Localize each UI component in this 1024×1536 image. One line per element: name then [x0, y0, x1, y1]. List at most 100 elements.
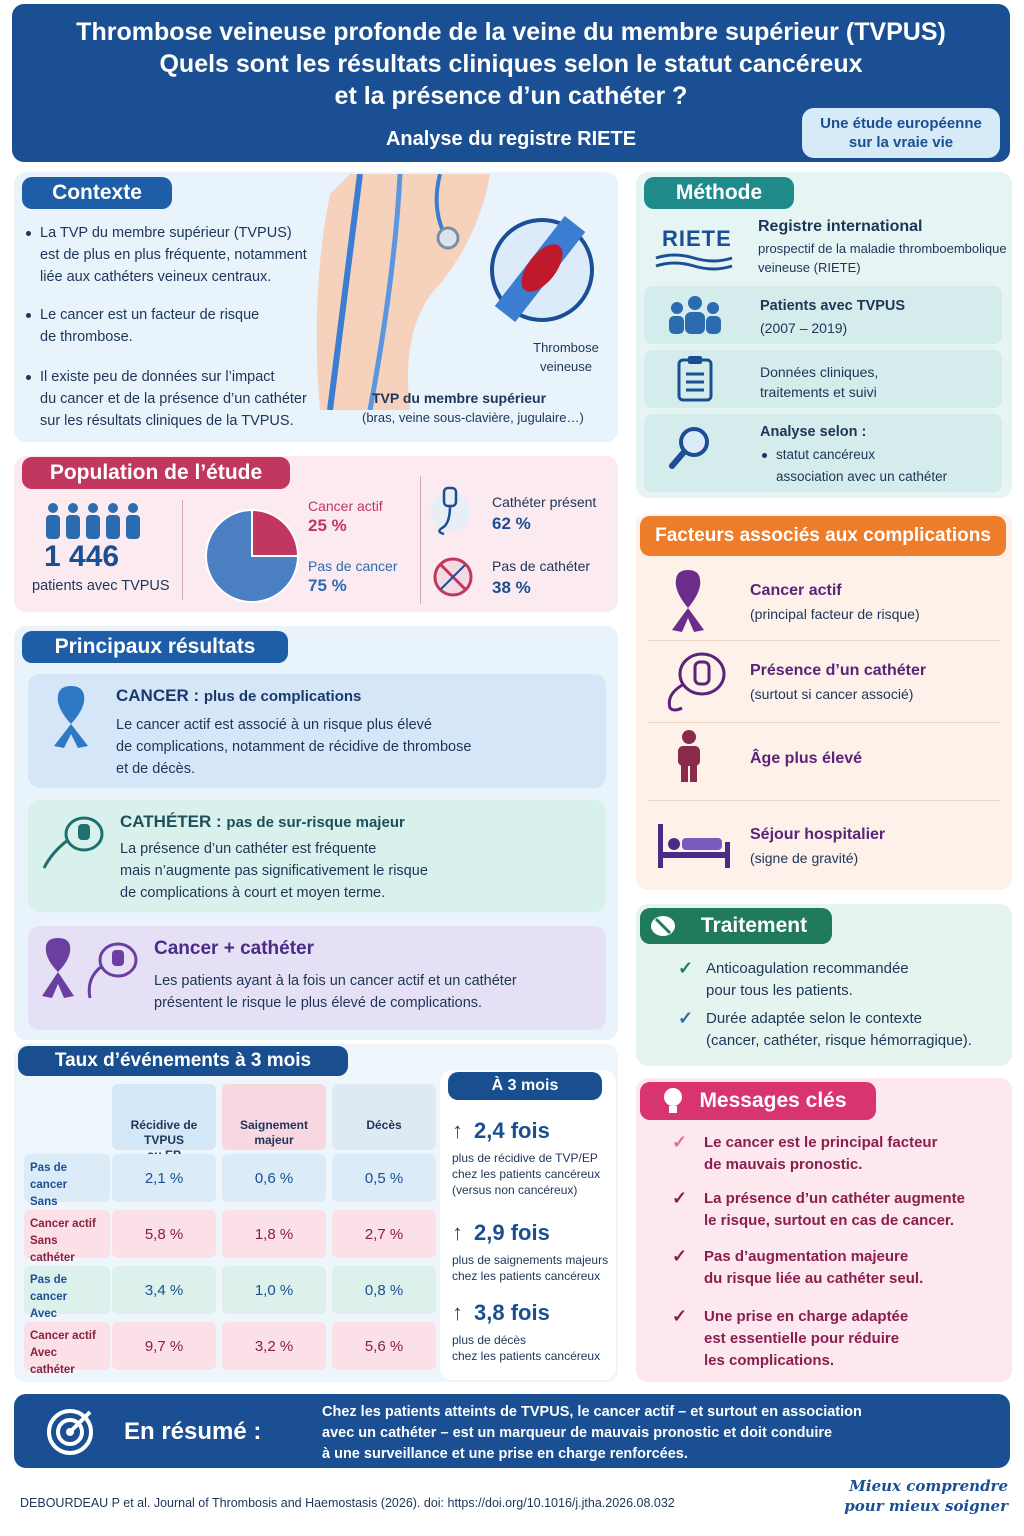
bullet: La TVP du membre supérieur (TVPUS) est de…	[26, 222, 307, 288]
check-icon: ✓	[672, 1188, 688, 1208]
fold-text: plus de récidive de TVP/EP chez les patie…	[452, 1150, 600, 1198]
rate-cell: 3,2 %	[222, 1322, 326, 1370]
people-icon	[669, 296, 721, 334]
text-line: La TVP du membre supérieur (TVPUS)	[40, 225, 292, 241]
divider	[648, 800, 1000, 801]
message: La présence d’un cathéter augmente le ris…	[704, 1188, 965, 1232]
clipboard-icon	[677, 356, 713, 402]
bullet: Il existe peu de données sur l’impact du …	[26, 366, 307, 432]
text-line: chez les patients cancéreux	[452, 1269, 601, 1283]
result-card	[28, 800, 606, 912]
text-line: de complications à court et moyen terme.	[120, 885, 386, 901]
text-line: avec un cathéter – est un marqueur de ma…	[322, 1425, 833, 1441]
text-line: Les patients ayant à la fois un cancer a…	[154, 973, 517, 989]
card-title: Cancer + cathéter	[154, 938, 314, 959]
card-title-key: CANCER :	[116, 686, 200, 705]
text-line: sur la vraie vie	[848, 134, 954, 151]
text-line: Une étude européenne	[820, 115, 982, 132]
treatment-item: Anticoagulation recommandée pour tous les…	[706, 958, 909, 1002]
text-line: (2007 – 2019)	[760, 320, 848, 336]
text-line: Saignement majeur	[239, 1118, 308, 1147]
pie-value: 25 %	[308, 516, 347, 535]
message: Une prise en charge adaptée est essentiel…	[704, 1306, 908, 1372]
clot	[521, 244, 563, 292]
catheter-value: 62 %	[492, 514, 531, 533]
method-text: prospectif de la maladie thromboemboliqu…	[758, 239, 1007, 277]
method-title: Analyse selon :	[760, 424, 867, 440]
method-text: (2007 – 2019)	[760, 320, 847, 336]
text-line: plus de récidive de TVP/EP	[452, 1151, 598, 1165]
check-icon: ✓	[672, 1306, 688, 1326]
section-heading: Facteurs associés aux complications	[640, 516, 1006, 556]
section-heading: Taux d’événements à 3 mois	[18, 1046, 348, 1076]
text-line: (cancer, cathéter, risque hémorragique).	[706, 1032, 972, 1049]
text-line: pour tous les patients.	[706, 982, 853, 999]
text-line: plus de saignements majeurs	[452, 1253, 609, 1267]
rate-cell: 0,6 %	[222, 1154, 326, 1202]
text-line: Cancer actif	[30, 1330, 96, 1342]
rate-cell: 1,0 %	[222, 1266, 326, 1314]
rate-cell: 9,7 %	[112, 1322, 216, 1370]
text-line: traitements et suivi	[760, 384, 877, 400]
magnifier-icon	[669, 427, 709, 469]
result-card	[28, 674, 606, 788]
text-line: liée aux cathéters veineux centraux.	[40, 269, 272, 285]
row-label: Cancer actif Avec cathéter	[24, 1322, 110, 1376]
row-label: Cancer actif Sans cathéter	[24, 1210, 110, 1264]
text-line: Le cancer est un facteur de risque	[40, 307, 260, 323]
text-line: Décès	[366, 1118, 402, 1132]
people-icon	[46, 503, 140, 539]
text-line: Pas de cancer	[30, 1162, 68, 1191]
factor-title: Âge plus élevé	[750, 750, 863, 767]
text-line: Le cancer est le principal facteur	[704, 1134, 938, 1151]
text-line: Anticoagulation recommandée	[706, 960, 909, 977]
summary-heading: En résumé :	[124, 1418, 262, 1445]
treatment-item: Durée adaptée selon le contexte (cancer, …	[706, 1008, 972, 1052]
arrow-icon: ↑	[452, 1220, 463, 1245]
rate-cell: 0,8 %	[332, 1266, 436, 1314]
summary-text: Chez les patients atteints de TVPUS, le …	[322, 1402, 862, 1465]
card-subtitle: pas de sur-risque majeur	[226, 814, 405, 831]
summary-box	[440, 1070, 616, 1380]
text-line: veineuse	[539, 359, 593, 374]
factor-note: (principal facteur de risque)	[750, 606, 920, 622]
catheter-label: Cathéter présent	[492, 494, 597, 510]
bulb-icon	[664, 1088, 682, 1113]
hospital-bed-icon	[658, 824, 730, 868]
pie-label: Cancer actif	[308, 498, 383, 514]
text-line: de mauvais pronostic.	[704, 1156, 863, 1173]
text-line: chez les patients cancéreux	[452, 1167, 601, 1181]
result-card	[28, 926, 606, 1030]
no-catheter-value: 38 %	[492, 578, 531, 597]
rate-cell: 0,5 %	[332, 1154, 436, 1202]
text-line: du cancer et de la présence d’un cathéte…	[40, 391, 307, 407]
text-line: est essentielle pour réduire	[704, 1330, 900, 1347]
text-line: le risque, surtout en cas de cancer.	[704, 1212, 955, 1229]
pie-slice	[205, 508, 300, 603]
arrow-icon: ↑	[452, 1118, 463, 1143]
ribbon-catheter-icon	[42, 938, 138, 999]
pill-icon	[651, 916, 675, 936]
section-heading: Messages clés	[640, 1082, 876, 1120]
text-line: (versus non cancéreux)	[452, 1183, 578, 1197]
arrow-icon: ↑	[452, 1300, 463, 1325]
patient-count: 1 446	[44, 540, 120, 573]
text-line: Il existe peu de données sur l’impact	[40, 369, 275, 385]
card-text: Le cancer actif est associé à un risque …	[116, 714, 471, 780]
factor-note: (signe de gravité)	[750, 850, 859, 866]
text-line: prospectif de la maladie thromboemboliqu…	[758, 241, 1007, 256]
text-line: à une surveillance et une prise en charg…	[322, 1446, 688, 1462]
fold-text: plus de saignements majeurs chez les pati…	[452, 1252, 608, 1284]
method-title: Registre international	[758, 218, 923, 235]
slogan: Mieux comprendre pour mieux soigner	[838, 1476, 1008, 1516]
no-catheter-icon	[433, 557, 473, 597]
ribbon-icon	[672, 570, 704, 632]
catheter-icon	[667, 652, 726, 712]
badge: Une étude européenne sur la vraie vie	[802, 108, 1000, 158]
fold-value: 2,4 fois	[474, 1118, 550, 1143]
text-line: du risque liée au cathéter seul.	[704, 1270, 924, 1287]
check-icon: ✓	[672, 1246, 688, 1266]
rate-cell: 5,6 %	[332, 1322, 436, 1370]
